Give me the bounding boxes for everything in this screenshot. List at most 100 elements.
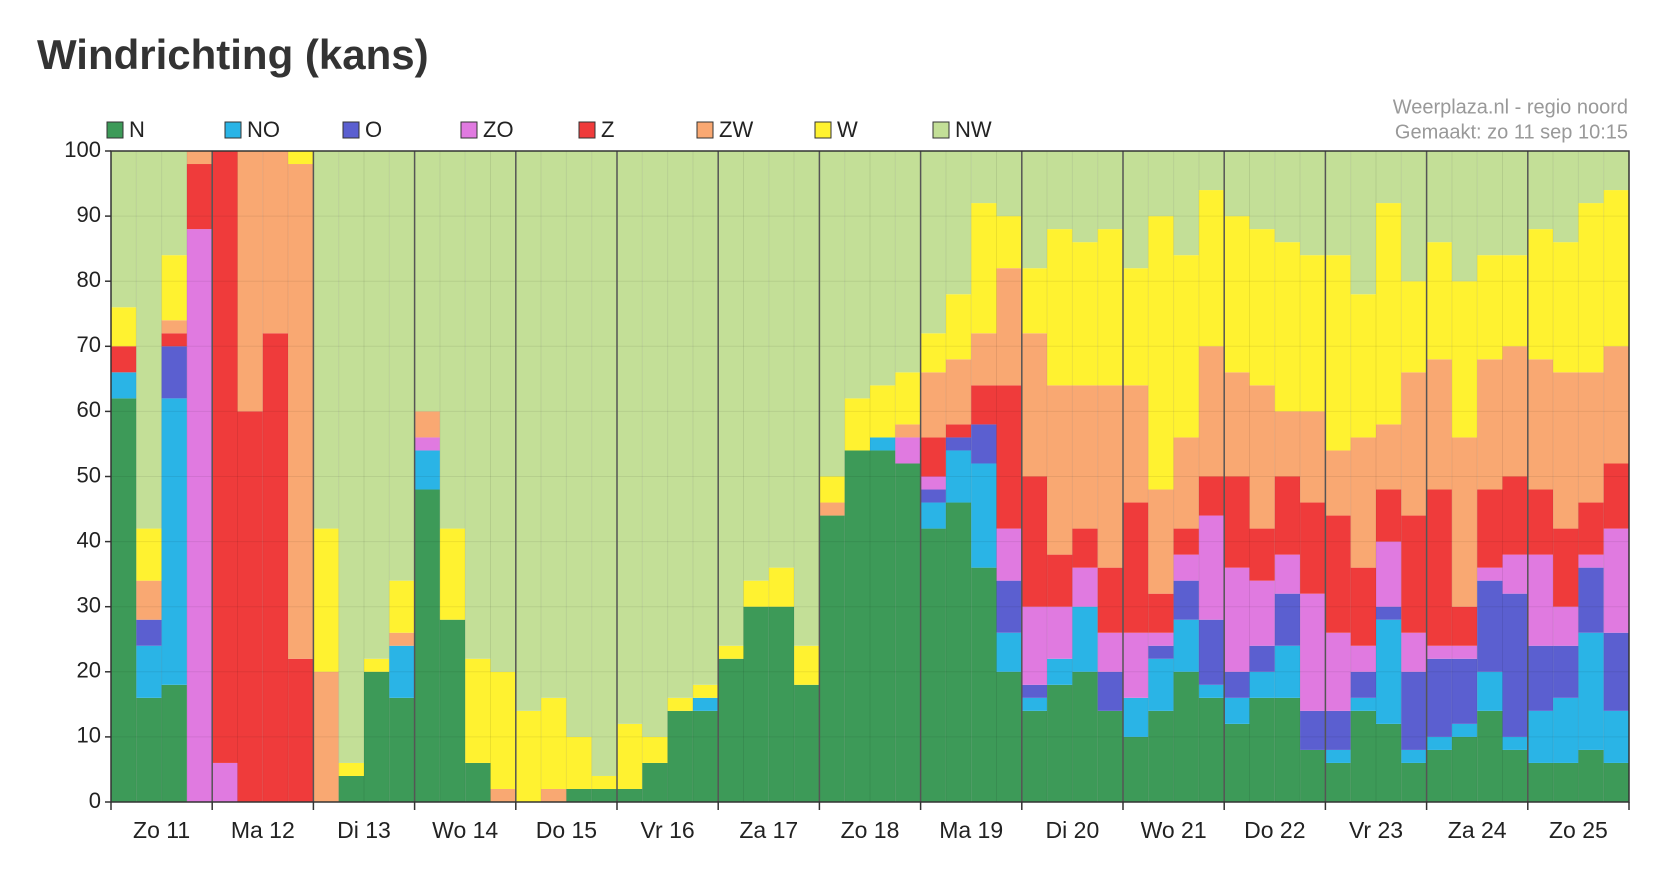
- bar-segment: [1350, 567, 1376, 646]
- bar-segment: [1021, 476, 1048, 607]
- bar-segment: [1350, 697, 1376, 711]
- bar-segment: [844, 398, 870, 451]
- y-tick-label: 10: [77, 723, 101, 748]
- bar-segment: [490, 671, 516, 789]
- legend-swatch: [696, 121, 714, 139]
- bar-segment: [1198, 151, 1225, 191]
- bar-segment: [1224, 151, 1250, 217]
- legend-label: ZW: [719, 117, 753, 142]
- bar-segment: [212, 762, 238, 802]
- bar-segment: [111, 307, 137, 347]
- legend-swatch: [578, 121, 596, 139]
- bar-segment: [1325, 749, 1351, 763]
- legend-label: W: [837, 117, 858, 142]
- bar-segment: [895, 437, 921, 464]
- bar-segment: [768, 151, 795, 568]
- bar-segment: [237, 151, 263, 412]
- bar-segment: [1527, 554, 1554, 646]
- bar-segment: [136, 580, 162, 620]
- legend-swatch: [460, 121, 478, 139]
- bar-segment: [1097, 229, 1123, 386]
- x-tick-label: Za 17: [739, 817, 798, 843]
- bar-segment: [439, 528, 466, 620]
- legend-swatch: [814, 121, 832, 139]
- bar-segment: [718, 151, 744, 646]
- bar-segment: [1502, 736, 1528, 750]
- bar-segment: [920, 528, 946, 802]
- bar-segment: [439, 619, 466, 802]
- bar-segment: [1553, 528, 1579, 607]
- bar-segment: [819, 476, 845, 503]
- bar-segment: [920, 151, 946, 334]
- bar-segment: [1376, 541, 1402, 607]
- bar-segment: [1021, 151, 1048, 269]
- bar-segment: [920, 372, 946, 438]
- bar-segment: [1502, 151, 1528, 256]
- bar-segment: [996, 268, 1022, 386]
- bar-segment: [1451, 281, 1478, 438]
- bar-segment: [1274, 242, 1301, 412]
- bar-segment: [338, 762, 364, 776]
- bar-segment: [288, 658, 314, 802]
- bar-segment: [541, 697, 567, 789]
- legend-label: NW: [955, 117, 992, 142]
- bar-segment: [1325, 151, 1351, 256]
- bar-segment: [1527, 489, 1554, 555]
- bar-segment: [971, 463, 997, 568]
- bar-segment: [895, 151, 921, 373]
- x-tick-label: Di 13: [337, 817, 391, 843]
- bar-segment: [971, 333, 997, 386]
- bar-segment: [414, 450, 440, 490]
- bar-segment: [1325, 255, 1351, 451]
- bar-segment: [1553, 762, 1579, 802]
- bar-segment: [996, 528, 1022, 581]
- bar-segment: [692, 684, 719, 698]
- chart-title: Windrichting (kans): [37, 31, 429, 78]
- bar-segment: [1021, 333, 1048, 477]
- bar-segment: [1224, 372, 1250, 477]
- x-tick-label: Wo 21: [1141, 817, 1207, 843]
- bar-segment: [895, 424, 921, 438]
- bar-segment: [1224, 723, 1250, 802]
- y-tick-label: 70: [77, 332, 101, 357]
- bar-segment: [389, 632, 415, 646]
- bar-segment: [1097, 385, 1123, 568]
- bar-segment: [1553, 697, 1579, 763]
- bar-segment: [566, 736, 592, 789]
- bar-segment: [870, 450, 896, 802]
- bar-segment: [971, 151, 997, 204]
- bar-segment: [1603, 632, 1629, 711]
- bar-segment: [364, 658, 390, 672]
- bar-segment: [1148, 710, 1174, 802]
- bar-segment: [1603, 190, 1629, 347]
- bar-segment: [136, 151, 162, 529]
- bar-segment: [1148, 151, 1174, 217]
- bar-segment: [920, 437, 946, 477]
- bar-segment: [1274, 151, 1301, 243]
- bar-segment: [1401, 515, 1427, 633]
- bar-segment: [1578, 372, 1604, 503]
- bar-segment: [945, 294, 972, 360]
- bar-segment: [541, 788, 567, 802]
- bar-segment: [1072, 606, 1098, 672]
- bar-segment: [1198, 684, 1225, 698]
- bar-segment: [1502, 593, 1528, 737]
- bar-segment: [1376, 203, 1402, 425]
- bar-segment: [136, 619, 162, 646]
- bar-segment: [768, 567, 795, 607]
- bar-segment: [1072, 671, 1098, 802]
- bar-segment: [591, 788, 617, 802]
- bar-segment: [844, 151, 870, 399]
- legend-swatch: [342, 121, 360, 139]
- bar-segment: [1021, 606, 1048, 685]
- bar-segment: [1274, 411, 1301, 477]
- bar-segment: [945, 151, 972, 295]
- bar-segment: [1376, 151, 1402, 204]
- bar-segment: [389, 645, 415, 698]
- bar-segment: [1401, 749, 1427, 763]
- bar-segment: [1148, 593, 1174, 633]
- bar-segment: [743, 606, 769, 802]
- bar-segment: [642, 762, 668, 802]
- bar-segment: [1249, 580, 1275, 646]
- bar-segment: [895, 372, 921, 425]
